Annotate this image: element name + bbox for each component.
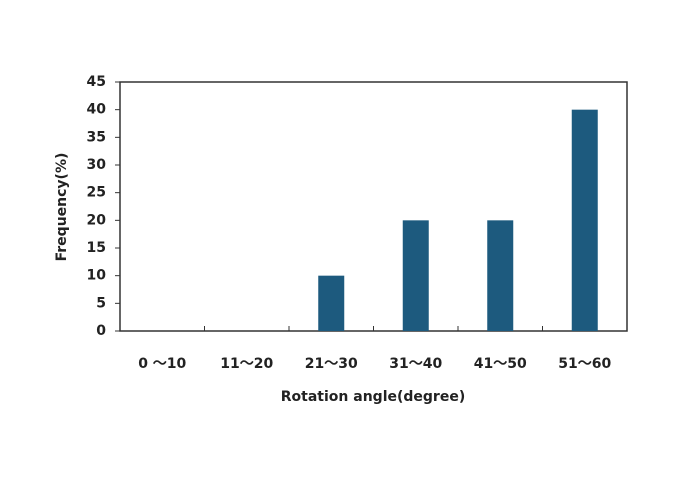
x-tick-label: 0 ～10: [138, 356, 186, 372]
x-tick-label: 31～40: [389, 356, 442, 372]
y-tick-label: 45: [87, 74, 106, 90]
y-tick-label: 35: [87, 129, 106, 145]
bar: [402, 220, 429, 331]
y-tick-label: 30: [87, 157, 107, 173]
y-tick-label: 5: [96, 295, 106, 311]
y-tick-label: 40: [87, 102, 107, 118]
x-tick-label: 41～50: [474, 356, 527, 372]
y-tick-label: 0: [96, 323, 106, 339]
y-tick-label: 25: [87, 185, 106, 201]
x-tick-label: 21～30: [305, 356, 358, 372]
y-tick-label: 15: [87, 240, 106, 256]
plot-frame: [119, 81, 628, 332]
bar: [487, 220, 514, 331]
y-tick-label: 10: [87, 268, 107, 284]
y-tick-label: 20: [87, 212, 107, 228]
bar: [571, 109, 598, 332]
x-tick-label: 11～20: [220, 356, 273, 372]
bar: [318, 275, 345, 331]
x-axis-label: Rotation angle(degree): [281, 389, 465, 405]
x-tick-label: 51～60: [558, 356, 611, 372]
y-axis-label: Frequency(%): [54, 153, 70, 262]
